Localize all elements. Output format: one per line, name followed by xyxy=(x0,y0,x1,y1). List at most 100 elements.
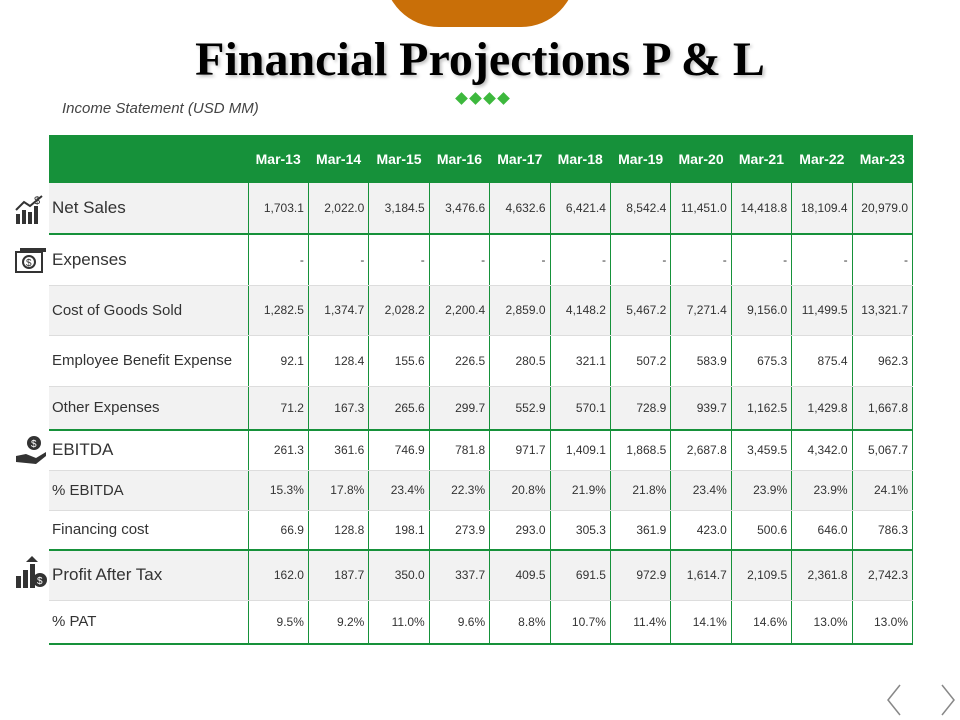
value-cell: 14.6% xyxy=(731,600,793,645)
value-cell: 1,703.1 xyxy=(248,183,309,235)
value-cell: 1,868.5 xyxy=(610,430,672,471)
value-cell: 11,499.5 xyxy=(791,285,853,336)
value-cell: 728.9 xyxy=(610,386,672,431)
value-cell: 9.6% xyxy=(429,600,491,645)
value-cell: 265.6 xyxy=(368,386,430,431)
column-header: Mar-20 xyxy=(670,135,732,183)
row-label: Other Expenses xyxy=(49,386,249,431)
value-cell: 962.3 xyxy=(852,335,914,387)
value-cell: 13,321.7 xyxy=(852,285,914,336)
value-cell: 646.0 xyxy=(791,510,853,551)
value-cell: 10.7% xyxy=(550,600,611,645)
svg-text:$: $ xyxy=(37,576,43,587)
value-cell: 875.4 xyxy=(791,335,853,387)
value-cell: 552.9 xyxy=(489,386,551,431)
value-cell: 14,418.8 xyxy=(731,183,793,235)
column-header: Mar-22 xyxy=(791,135,853,183)
value-cell: 261.3 xyxy=(248,430,309,471)
value-cell: 971.7 xyxy=(489,430,551,471)
hand-coin-icon: $ xyxy=(16,436,46,464)
table-row: Expenses - - - - - - - - - - - xyxy=(49,234,914,286)
row-label: Net Sales xyxy=(49,183,249,235)
value-cell: 167.3 xyxy=(308,386,370,431)
value-cell: 1,409.1 xyxy=(550,430,611,471)
value-cell: 23.4% xyxy=(368,470,430,511)
value-cell: - xyxy=(852,234,914,286)
row-label: Cost of Goods Sold xyxy=(49,285,249,336)
page-title: Financial Projections P & L xyxy=(195,33,765,86)
svg-text:$: $ xyxy=(34,195,40,207)
value-cell: 23.4% xyxy=(670,470,732,511)
value-cell: 8,542.4 xyxy=(610,183,672,235)
value-cell: - xyxy=(550,234,611,286)
column-header: Mar-15 xyxy=(368,135,430,183)
value-cell: 2,022.0 xyxy=(308,183,370,235)
value-cell: 187.7 xyxy=(308,550,370,601)
row-label: EBITDA xyxy=(49,430,249,471)
value-cell: 3,476.6 xyxy=(429,183,491,235)
table-row: Cost of Goods Sold 1,282.5 1,374.7 2,028.2 2… xyxy=(49,285,914,336)
diamond-shape xyxy=(469,92,482,105)
value-cell: 66.9 xyxy=(248,510,309,551)
value-cell: 423.0 xyxy=(670,510,732,551)
diamond-shape xyxy=(483,92,496,105)
row-label: Expenses xyxy=(49,234,249,286)
chevron-right-icon[interactable] xyxy=(938,683,958,717)
column-header: Mar-13 xyxy=(248,135,309,183)
value-cell: 507.2 xyxy=(610,335,672,387)
value-cell: 299.7 xyxy=(429,386,491,431)
row-label: % EBITDA xyxy=(49,470,249,511)
value-cell: 1,374.7 xyxy=(308,285,370,336)
value-cell: 746.9 xyxy=(368,430,430,471)
value-cell: 162.0 xyxy=(248,550,309,601)
profit-bars-icon: $ xyxy=(16,556,47,588)
value-cell: 22.3% xyxy=(429,470,491,511)
value-cell: - xyxy=(731,234,793,286)
value-cell: 1,282.5 xyxy=(248,285,309,336)
chevron-left-icon[interactable] xyxy=(884,683,904,717)
value-cell: 2,361.8 xyxy=(791,550,853,601)
table-row: Profit After Tax 162.0 187.7 350.0 337.7 409.… xyxy=(49,550,914,601)
value-cell: 9.2% xyxy=(308,600,370,645)
table-row: Net Sales 1,703.1 2,022.0 3,184.5 3,476.6 4,6… xyxy=(49,183,914,235)
value-cell: 198.1 xyxy=(368,510,430,551)
value-cell: 15.3% xyxy=(248,470,309,511)
value-cell: 2,742.3 xyxy=(852,550,914,601)
value-cell: 92.1 xyxy=(248,335,309,387)
value-cell: 21.9% xyxy=(550,470,611,511)
value-cell: 3,184.5 xyxy=(368,183,430,235)
value-cell: 939.7 xyxy=(670,386,732,431)
value-cell: 226.5 xyxy=(429,335,491,387)
value-cell: 2,028.2 xyxy=(368,285,430,336)
value-cell: 11.0% xyxy=(368,600,430,645)
value-cell: 5,067.7 xyxy=(852,430,914,471)
value-cell: 17.8% xyxy=(308,470,370,511)
value-cell: 71.2 xyxy=(248,386,309,431)
row-label: Profit After Tax xyxy=(49,550,249,601)
value-cell: 1,614.7 xyxy=(670,550,732,601)
value-cell: 128.8 xyxy=(308,510,370,551)
column-header: Mar-14 xyxy=(308,135,369,183)
value-cell: 321.1 xyxy=(550,335,611,387)
value-cell: 20,979.0 xyxy=(852,183,914,235)
value-cell: 786.3 xyxy=(852,510,914,551)
value-cell: 2,687.8 xyxy=(670,430,732,471)
diamond-shape xyxy=(497,92,510,105)
column-header: Mar-16 xyxy=(429,135,490,183)
value-cell: 5,467.2 xyxy=(610,285,672,336)
value-cell: 500.6 xyxy=(731,510,793,551)
value-cell: 18,109.4 xyxy=(791,183,853,235)
value-cell: 2,200.4 xyxy=(429,285,491,336)
money-stack-icon: $ xyxy=(15,248,46,273)
value-cell: 23.9% xyxy=(791,470,853,511)
row-label: Financing cost xyxy=(49,510,249,551)
svg-text:$: $ xyxy=(26,258,32,269)
value-cell: - xyxy=(429,234,491,286)
value-cell: 24.1% xyxy=(852,470,914,511)
row-label: % PAT xyxy=(49,600,249,645)
column-header: Mar-19 xyxy=(610,135,671,183)
column-header: Mar-21 xyxy=(731,135,792,183)
value-cell: 273.9 xyxy=(429,510,491,551)
column-header: Mar-18 xyxy=(550,135,611,183)
value-cell: 13.0% xyxy=(852,600,914,645)
